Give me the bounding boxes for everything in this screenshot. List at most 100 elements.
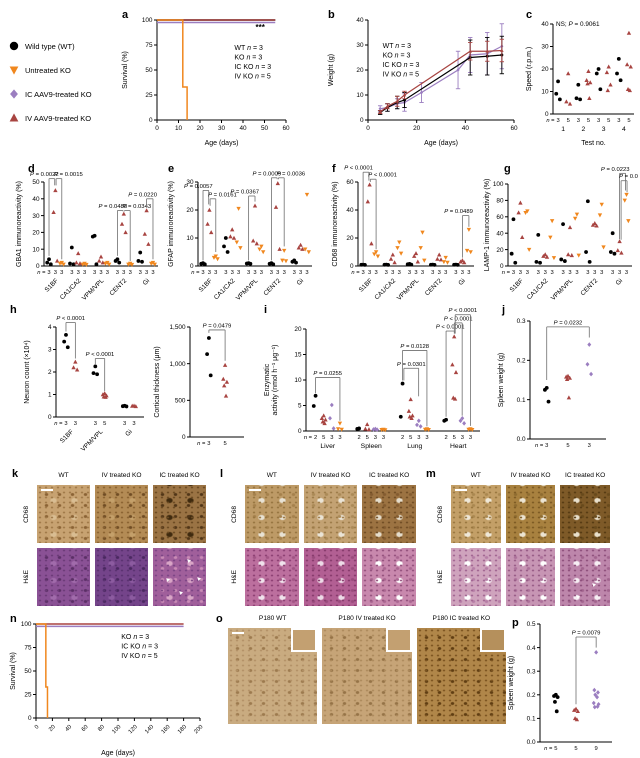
svg-text:3: 3 [247,270,250,276]
svg-text:20: 20 [186,207,194,214]
svg-text:Cortical thickness (μm): Cortical thickness (μm) [154,346,161,417]
svg-text:Spleen weight (g): Spleen weight (g) [508,656,515,710]
svg-text:3: 3 [83,270,86,276]
svg-text:n =: n = [535,443,544,449]
svg-text:3: 3 [129,270,132,276]
svg-text:GBA1 immunoreactivity (%): GBA1 immunoreactivity (%) [16,181,23,267]
svg-text:40: 40 [496,230,504,237]
svg-text:3: 3 [224,270,227,276]
svg-text:GFAP immunoreactivity (%): GFAP immunoreactivity (%) [168,181,175,267]
svg-text:1: 1 [561,126,565,133]
panel-label-j: j [502,304,506,316]
svg-text:60: 60 [496,214,504,221]
svg-text:Gi: Gi [457,277,466,286]
svg-text:VPM/VPL: VPM/VPL [550,277,575,302]
column-header: IC treated KO [159,472,200,479]
svg-text:3: 3 [414,270,417,276]
svg-text:100: 100 [493,181,504,188]
svg-text:P = 0.0301: P = 0.0301 [397,362,426,368]
panel-k: k WT IV treated KO IC treated KO CD68 H&E ▲ ▲ ▲… [10,467,206,608]
svg-text:P = 0.0015: P = 0.0015 [54,172,83,178]
svg-text:0.0: 0.0 [517,436,526,443]
histology-image [245,485,299,543]
svg-text:0: 0 [149,117,153,124]
panel-p: p 0.0 0.1 0.2 0.3 0.4 0.5 Spleen weight (g) 5 5 9… [506,610,638,758]
svg-text:20: 20 [346,235,354,242]
svg-text:180: 180 [177,724,188,735]
svg-text:3: 3 [602,126,606,133]
svg-text:100: 100 [111,724,122,735]
svg-text:3: 3 [330,435,333,441]
panel-b: b 0 10 20 30 40 Weight (g) 0 20 40 60 WT n = 3 KO n… [326,8,528,148]
svg-text:3: 3 [561,270,564,276]
svg-text:0: 0 [155,125,159,132]
svg-text:30: 30 [218,125,226,132]
svg-text:3: 3 [551,270,554,276]
svg-text:3: 3 [207,441,210,447]
svg-text:3: 3 [617,118,620,124]
svg-text:50: 50 [145,67,153,74]
svg-text:P = 0.0488: P = 0.0488 [98,204,127,210]
svg-text:n =: n = [304,435,313,441]
histology-image [228,628,318,724]
svg-text:3: 3 [260,270,263,276]
svg-text:5: 5 [627,118,630,124]
svg-text:3: 3 [438,270,441,276]
column-header: IV treated KO [101,472,142,479]
svg-text:200: 200 [193,724,204,735]
svg-text:3: 3 [208,270,211,276]
svg-text:CA1/CA2: CA1/CA2 [213,277,237,301]
svg-text:3: 3 [368,270,371,276]
svg-text:P = 0.0022: P = 0.0022 [30,172,59,178]
svg-text:P = 0.0232: P = 0.0232 [554,320,583,326]
svg-text:3: 3 [60,270,63,276]
svg-text:9: 9 [595,746,598,752]
svg-text:KO n = 3: KO n = 3 [234,55,262,62]
svg-text:WT n = 3: WT n = 3 [234,45,263,52]
svg-text:VPM/VPL: VPM/VPL [235,277,260,302]
svg-text:n =: n = [544,746,553,752]
column-header: P180 WT [258,615,287,622]
liver-histology-grid: WT IV treated KO IC treated KO CD68 H&E [228,471,416,606]
svg-text:KO n = 3: KO n = 3 [121,634,149,641]
svg-text:80: 80 [97,724,106,733]
svg-text:5: 5 [322,435,325,441]
svg-text:5: 5 [453,435,456,441]
svg-text:0.5: 0.5 [527,621,536,628]
svg-text:P < 0.0001: P < 0.0001 [344,166,373,172]
panel-a: a 0 25 50 75 100 Survival (%) 0 10 20 30 40 50 60 WT … [120,8,316,148]
panel-label-b: b [328,9,335,21]
svg-text:140: 140 [144,724,155,735]
svg-text:WT n = 3: WT n = 3 [383,43,412,50]
svg-text:3: 3 [382,435,385,441]
svg-text:3: 3 [253,270,256,276]
panel-label-d: d [28,163,35,175]
svg-text:CENT2: CENT2 [262,277,282,297]
svg-text:30: 30 [32,213,40,220]
svg-text:Age (days): Age (days) [205,140,239,147]
svg-text:2: 2 [357,435,360,441]
brain-histology-grid: WT IV treated KO IC treated KO CD68 H&E ▲ ▲ ▲ ▲ [20,471,206,606]
histology-image [245,548,299,606]
svg-text:Spleen weight (g): Spleen weight (g) [498,353,505,407]
svg-text:3: 3 [408,270,411,276]
svg-text:0.3: 0.3 [517,318,526,325]
histology-image [416,628,506,724]
arrowhead-marker: ▲ [163,575,172,585]
svg-text:5: 5 [607,118,610,124]
svg-text:3: 3 [444,270,447,276]
panel-n: n 0 25 50 75 100 Survival (%) 0 20 40 60 80 100 120 1… [8,612,214,758]
panel-label-l: l [220,468,224,480]
row-label-cell: CD68 [20,485,32,543]
svg-text:40: 40 [541,21,549,28]
histology-corner [228,471,240,480]
svg-text:3: 3 [283,270,286,276]
svg-text:0: 0 [48,414,52,421]
svg-text:20: 20 [413,125,421,132]
svg-text:P < 0.0001: P < 0.0001 [436,325,465,331]
